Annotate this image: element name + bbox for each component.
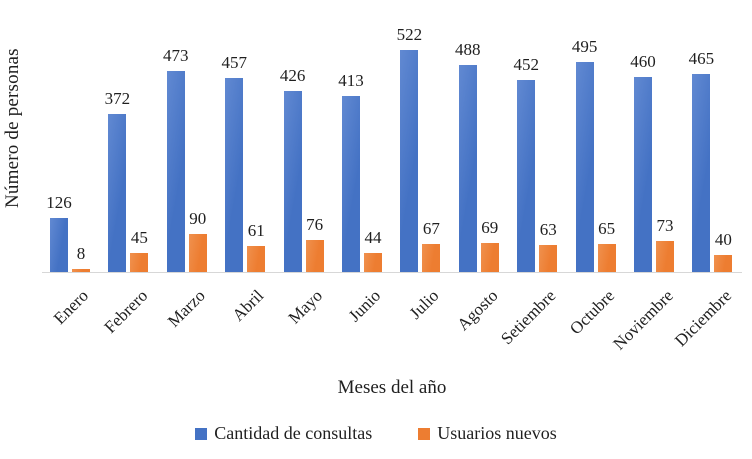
x-tick-label-octubre: Octubre: [565, 286, 619, 339]
bar-consultas-junio: [342, 96, 360, 272]
x-tick-label-febrero: Febrero: [100, 286, 151, 337]
bar-consultas-febrero: [108, 113, 127, 272]
legend-swatch-icon: [195, 427, 208, 440]
legend: Cantidad de consultas Usuarios nuevos: [0, 423, 752, 444]
legend-label: Usuarios nuevos: [437, 423, 557, 443]
bar-usuarios-julio: [422, 243, 441, 272]
value-label-usuarios-junio: 44: [364, 228, 382, 248]
value-label-usuarios-agosto: 69: [481, 217, 499, 237]
value-label-consultas-diciembre: 465: [688, 49, 715, 69]
bar-consultas-marzo: [166, 70, 185, 272]
bar-usuarios-febrero: [130, 252, 149, 272]
x-tick-label-diciembre: Diciembre: [670, 286, 735, 351]
x-tick-label-marzo: Marzo: [164, 286, 210, 331]
bar-consultas-noviembre: [634, 76, 652, 272]
legend-label: Cantidad de consultas: [214, 423, 373, 443]
value-label-usuarios-octubre: 65: [598, 219, 616, 239]
value-label-consultas-agosto: 488: [455, 39, 481, 59]
bar-consultas-octubre: [575, 61, 594, 272]
value-label-usuarios-diciembre: 40: [714, 230, 732, 249]
value-label-usuarios-enero: 8: [76, 243, 86, 263]
value-label-usuarios-mayo: 76: [306, 214, 324, 234]
x-tick-label-abril: Abril: [228, 286, 268, 325]
value-label-consultas-julio: 522: [396, 25, 423, 45]
bar-usuarios-abril: [247, 246, 266, 272]
bar-usuarios-noviembre: [656, 240, 674, 272]
value-label-usuarios-noviembre: 73: [656, 215, 674, 235]
bar-consultas-mayo: [283, 90, 302, 272]
value-label-consultas-mayo: 426: [279, 65, 306, 85]
value-label-consultas-enero: 126: [46, 193, 72, 213]
x-tick-label-julio: Julio: [406, 286, 443, 323]
bar-usuarios-agosto: [480, 242, 499, 272]
bar-usuarios-diciembre: [714, 255, 733, 272]
x-tick-label-enero: Enero: [50, 286, 93, 329]
bar-usuarios-setiembre: [539, 245, 558, 272]
value-label-consultas-abril: 457: [221, 52, 247, 72]
bar-consultas-setiembre: [517, 79, 536, 272]
value-label-usuarios-marzo: 90: [189, 208, 207, 228]
x-axis-line: [42, 272, 742, 273]
x-tick-label-junio: Junio: [344, 286, 385, 326]
value-label-consultas-setiembre: 452: [513, 54, 539, 74]
bar-usuarios-enero: [72, 268, 90, 272]
value-label-consultas-junio: 413: [338, 71, 364, 91]
x-tick-label-noviembre: Noviembre: [608, 286, 677, 354]
x-tick-label-agosto: Agosto: [453, 286, 502, 335]
bar-usuarios-marzo: [188, 233, 207, 272]
value-label-usuarios-abril: 61: [247, 221, 265, 241]
x-axis-label: Meses del año: [337, 377, 447, 398]
value-label-usuarios-febrero: 45: [130, 227, 148, 247]
value-label-consultas-noviembre: 460: [630, 51, 656, 71]
value-label-usuarios-julio: 67: [422, 218, 440, 238]
value-label-consultas-marzo: 473: [163, 45, 189, 65]
bar-consultas-julio: [400, 50, 419, 272]
bar-consultas-abril: [225, 77, 244, 272]
legend-item-usuarios: Usuarios nuevos: [418, 423, 557, 444]
value-label-consultas-octubre: 495: [571, 36, 598, 56]
legend-item-consultas: Cantidad de consultas: [195, 423, 372, 444]
bar-consultas-diciembre: [692, 74, 711, 272]
value-label-usuarios-setiembre: 63: [539, 220, 557, 240]
legend-swatch-icon: [418, 427, 431, 440]
bar-usuarios-octubre: [597, 244, 616, 272]
bar-consultas-enero: [50, 218, 68, 272]
bar-usuarios-junio: [364, 253, 382, 272]
value-label-consultas-febrero: 372: [104, 88, 131, 108]
x-tick-label-mayo: Mayo: [284, 286, 327, 328]
bar-usuarios-mayo: [305, 239, 324, 272]
bar-consultas-agosto: [458, 64, 477, 272]
x-tick-label-setiembre: Setiembre: [497, 286, 560, 349]
